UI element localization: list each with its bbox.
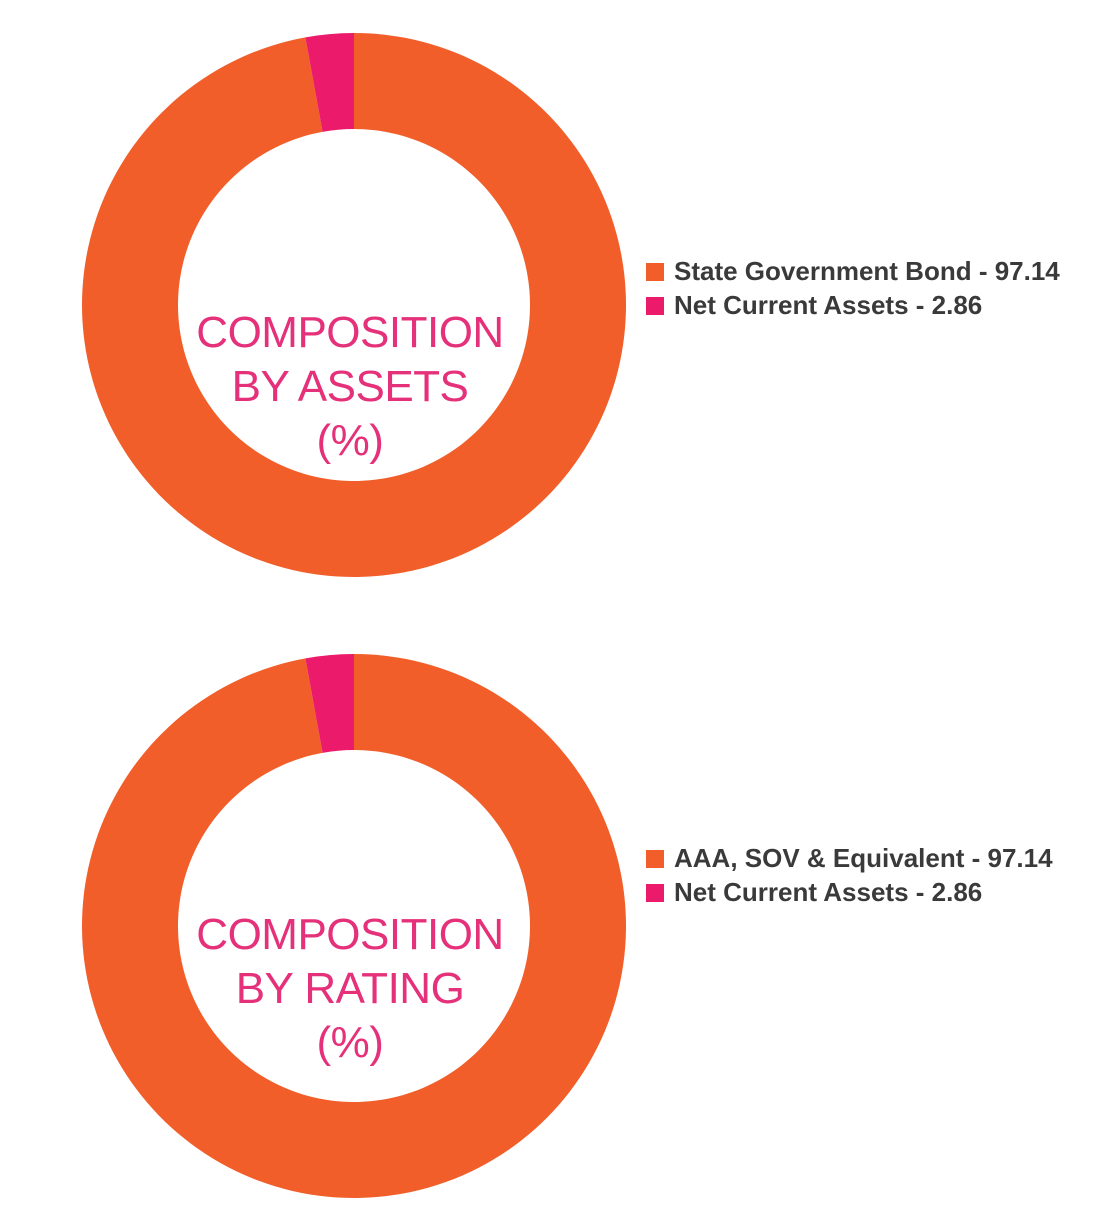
- legend-item-net-current-assets: Net Current Assets - 2.86: [646, 289, 1066, 321]
- title-line-2: BY ASSETS: [231, 362, 469, 411]
- donut-rating: [81, 654, 626, 1198]
- legend-swatch: [646, 263, 664, 281]
- legend-swatch: [646, 850, 664, 868]
- chart-title: COMPOSITION BY ASSETS (%): [150, 306, 550, 468]
- title-line-1: COMPOSITION: [196, 308, 504, 357]
- title-line-1: COMPOSITION: [196, 910, 504, 959]
- title-line-2: BY RATING: [235, 964, 465, 1013]
- composition-by-rating-chart: COMPOSITION BY RATING (%) AAA, SOV & Equ…: [0, 621, 1120, 1201]
- donut-slice-0: [81, 33, 626, 577]
- title-line-3: (%): [316, 416, 384, 465]
- composition-by-assets-chart: COMPOSITION BY ASSETS (%) State Governme…: [0, 0, 1120, 580]
- legend-swatch: [646, 297, 664, 315]
- chart-title: COMPOSITION BY RATING (%): [150, 908, 550, 1070]
- legend-swatch: [646, 884, 664, 902]
- donut-slice-1: [305, 33, 354, 132]
- legend: State Government Bond - 97.14 Net Curren…: [646, 255, 1066, 323]
- legend-item-net-current-assets: Net Current Assets - 2.86: [646, 876, 1066, 908]
- title-line-3: (%): [316, 1018, 384, 1067]
- donut-slice-1: [305, 654, 354, 753]
- donut-slice-0: [81, 654, 626, 1198]
- legend: AAA, SOV & Equivalent - 97.14 Net Curren…: [646, 842, 1066, 910]
- legend-item-state-government-bond: State Government Bond - 97.14: [646, 255, 1066, 287]
- donut-assets: [81, 33, 626, 577]
- legend-label: Net Current Assets - 2.86: [674, 877, 983, 907]
- legend-item-aaa-sov-equivalent: AAA, SOV & Equivalent - 97.14: [646, 842, 1066, 874]
- legend-label: AAA, SOV & Equivalent - 97.14: [674, 843, 1053, 873]
- legend-label: State Government Bond - 97.14: [674, 256, 1060, 286]
- legend-label: Net Current Assets - 2.86: [674, 290, 983, 320]
